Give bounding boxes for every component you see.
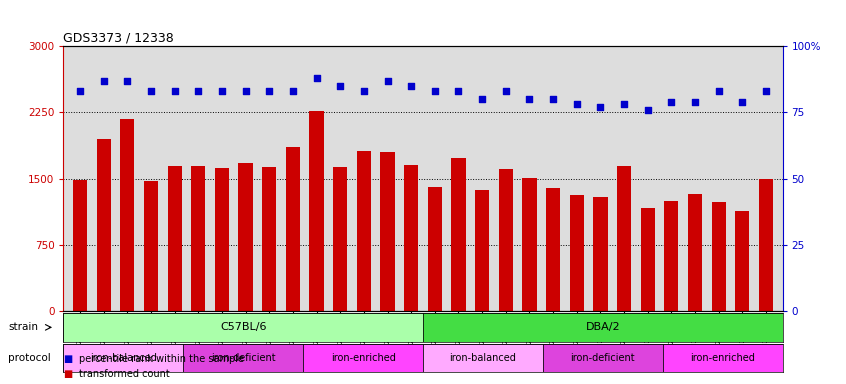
Point	[499, 88, 513, 94]
Bar	[184, 344, 303, 372]
Bar	[286, 147, 300, 311]
Bar	[63, 344, 184, 372]
Bar	[333, 167, 348, 311]
Bar	[191, 166, 206, 311]
Point	[286, 88, 299, 94]
Text: iron-enriched: iron-enriched	[331, 353, 396, 363]
Bar	[428, 187, 442, 311]
Bar	[63, 313, 423, 342]
Bar	[662, 344, 783, 372]
Bar	[73, 180, 87, 311]
Point	[475, 96, 489, 102]
Point	[120, 78, 134, 84]
Point	[74, 88, 87, 94]
Bar	[569, 195, 584, 311]
Bar	[168, 166, 182, 311]
Text: DBA/2: DBA/2	[585, 322, 620, 333]
Bar	[735, 211, 750, 311]
Point	[594, 104, 607, 110]
Bar	[215, 168, 229, 311]
Text: iron-balanced: iron-balanced	[90, 353, 157, 363]
Point	[191, 88, 205, 94]
Bar	[688, 194, 702, 311]
Bar	[711, 202, 726, 311]
Bar	[404, 166, 418, 311]
Point	[665, 99, 678, 105]
Bar	[593, 197, 607, 311]
Point	[523, 96, 536, 102]
Point	[168, 88, 181, 94]
Bar	[475, 190, 489, 311]
Bar	[423, 313, 783, 342]
Bar	[543, 344, 662, 372]
Bar	[664, 201, 678, 311]
Bar	[522, 178, 536, 311]
Point	[215, 88, 228, 94]
Point	[570, 101, 584, 108]
Point	[239, 88, 252, 94]
Bar	[120, 119, 135, 311]
Text: ■: ■	[63, 354, 73, 364]
Point	[428, 88, 442, 94]
Bar	[310, 111, 324, 311]
Bar	[498, 169, 513, 311]
Bar	[357, 151, 371, 311]
Text: iron-deficient: iron-deficient	[211, 353, 276, 363]
Point	[357, 88, 371, 94]
Point	[759, 88, 772, 94]
Point	[144, 88, 157, 94]
Bar	[617, 166, 631, 311]
Point	[404, 83, 418, 89]
Text: C57BL/6: C57BL/6	[220, 322, 266, 333]
Bar	[640, 208, 655, 311]
Point	[262, 88, 276, 94]
Text: protocol: protocol	[8, 353, 52, 363]
Bar	[759, 179, 773, 311]
Point	[97, 78, 111, 84]
Text: iron-balanced: iron-balanced	[449, 353, 516, 363]
Text: strain: strain	[8, 322, 38, 333]
Bar	[262, 167, 277, 311]
Bar	[381, 152, 394, 311]
Text: percentile rank within the sample: percentile rank within the sample	[79, 354, 244, 364]
Bar	[546, 188, 560, 311]
Text: transformed count: transformed count	[79, 369, 169, 379]
Point	[689, 99, 702, 105]
Point	[310, 75, 323, 81]
Bar	[144, 181, 158, 311]
Text: iron-deficient: iron-deficient	[570, 353, 635, 363]
Point	[547, 96, 560, 102]
Bar	[303, 344, 423, 372]
Text: ■: ■	[63, 369, 73, 379]
Bar	[239, 163, 253, 311]
Bar	[452, 158, 465, 311]
Point	[452, 88, 465, 94]
Text: GDS3373 / 12338: GDS3373 / 12338	[63, 31, 174, 44]
Text: iron-enriched: iron-enriched	[690, 353, 755, 363]
Point	[735, 99, 749, 105]
Point	[618, 101, 631, 108]
Point	[381, 78, 394, 84]
Point	[712, 88, 726, 94]
Bar	[96, 139, 111, 311]
Point	[333, 83, 347, 89]
Point	[641, 107, 655, 113]
Bar	[423, 344, 543, 372]
